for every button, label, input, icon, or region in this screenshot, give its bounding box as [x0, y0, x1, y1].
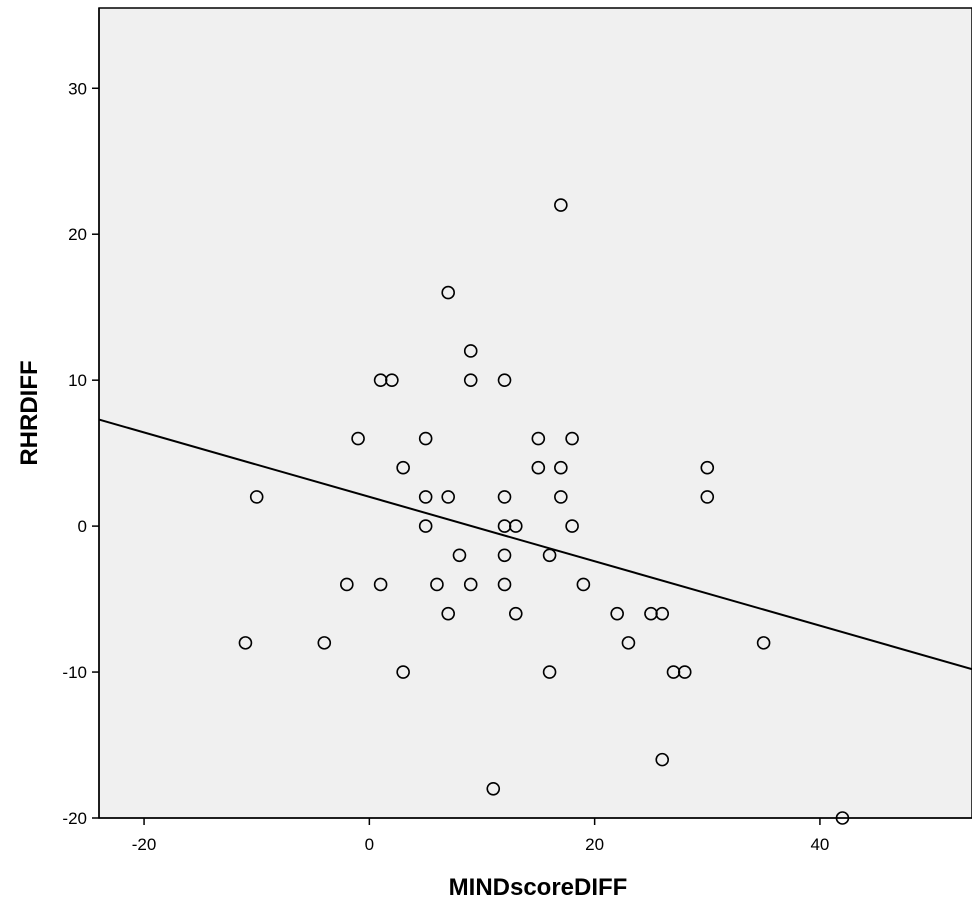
- data-point: [497, 373, 512, 387]
- y-tick-label: 10: [68, 371, 87, 390]
- data-point: [621, 636, 636, 650]
- data-point: [677, 665, 692, 679]
- data-point: [441, 606, 456, 621]
- x-axis-title: MINDscoreDIFF: [449, 874, 628, 901]
- data-point: [418, 490, 433, 504]
- data-point: [452, 548, 467, 563]
- data-point: [238, 636, 253, 650]
- data-point: [531, 460, 546, 475]
- data-point: [542, 548, 557, 563]
- data-point: [554, 490, 568, 504]
- data-point: [700, 460, 715, 475]
- data-point: [441, 490, 456, 504]
- data-point: [542, 665, 557, 679]
- data-point: [554, 460, 568, 475]
- fit-line-layer: [98, 418, 972, 671]
- data-point: [418, 519, 433, 533]
- data-point: [430, 577, 444, 592]
- data-point: [497, 577, 512, 592]
- data-point: [340, 577, 354, 592]
- data-point: [396, 460, 410, 475]
- data-point: [249, 490, 264, 504]
- x-tick-label: 0: [365, 835, 374, 854]
- data-point: [463, 344, 478, 358]
- data-point: [756, 636, 771, 650]
- data-point: [508, 606, 523, 621]
- data-point: [441, 285, 456, 300]
- data-point: [610, 606, 624, 621]
- data-point: [576, 577, 591, 592]
- data-point: [497, 490, 512, 504]
- points-layer: [238, 198, 850, 825]
- y-tick-label: 30: [68, 79, 87, 98]
- data-point: [700, 490, 715, 504]
- data-point: [554, 198, 568, 212]
- data-point: [463, 373, 478, 387]
- y-axis-title: RHRDIFF: [16, 360, 43, 465]
- data-point: [655, 606, 670, 621]
- data-point: [351, 431, 365, 446]
- data-point: [508, 519, 523, 533]
- y-tick-label: -20: [62, 809, 87, 828]
- y-ticks: -20 -10 0 10 20 30: [62, 79, 99, 828]
- data-point: [497, 548, 512, 563]
- data-point: [655, 752, 670, 767]
- x-tick-label: -20: [132, 835, 157, 854]
- data-point: [531, 431, 546, 446]
- data-point: [396, 665, 410, 679]
- data-point: [463, 577, 478, 592]
- x-tick-label: 40: [810, 835, 829, 854]
- y-tick-label: 0: [78, 517, 87, 536]
- data-point: [418, 431, 433, 446]
- data-point: [486, 782, 501, 796]
- data-point: [565, 519, 579, 533]
- data-point: [373, 577, 388, 592]
- x-tick-label: 20: [585, 835, 604, 854]
- data-point: [565, 431, 579, 446]
- data-point: [317, 636, 332, 650]
- plot-area: [98, 7, 972, 819]
- y-tick-label: -10: [62, 663, 87, 682]
- fit-line: [98, 418, 972, 671]
- y-tick-label: 20: [68, 225, 87, 244]
- x-ticks: -20 0 20 40: [132, 818, 829, 854]
- data-point: [385, 373, 399, 387]
